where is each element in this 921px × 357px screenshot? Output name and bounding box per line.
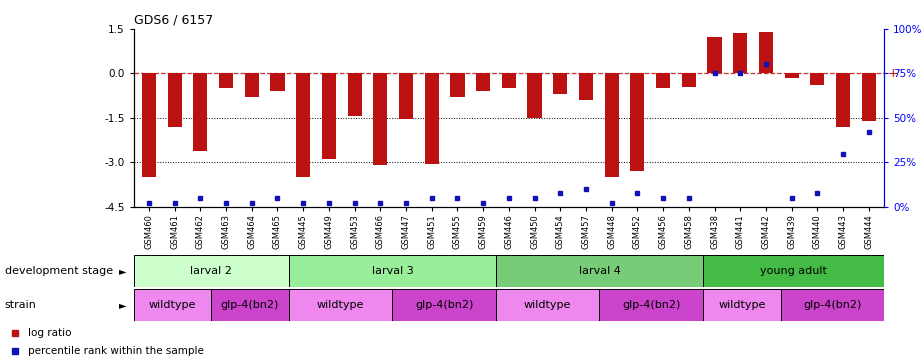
Bar bbox=[289, 255, 495, 287]
Bar bbox=[528, 73, 542, 118]
Text: development stage: development stage bbox=[5, 266, 112, 276]
Bar bbox=[495, 255, 703, 287]
Bar bbox=[373, 73, 388, 165]
Bar bbox=[862, 73, 876, 121]
Bar bbox=[321, 73, 336, 160]
Bar bbox=[271, 73, 285, 91]
Text: young adult: young adult bbox=[760, 266, 827, 276]
Text: glp-4(bn2): glp-4(bn2) bbox=[415, 300, 473, 310]
Text: glp-4(bn2): glp-4(bn2) bbox=[221, 300, 279, 310]
Text: +: + bbox=[888, 67, 899, 80]
Bar bbox=[502, 73, 516, 88]
Bar bbox=[703, 289, 781, 321]
Bar bbox=[168, 73, 181, 127]
Bar bbox=[579, 73, 593, 100]
Bar bbox=[759, 31, 773, 73]
Bar bbox=[836, 73, 850, 127]
Bar bbox=[297, 73, 310, 177]
Bar bbox=[211, 289, 289, 321]
Bar bbox=[554, 73, 567, 94]
Bar bbox=[142, 73, 156, 177]
Bar bbox=[425, 73, 438, 164]
Bar bbox=[600, 289, 703, 321]
Bar bbox=[810, 73, 824, 85]
Text: wildtype: wildtype bbox=[718, 300, 765, 310]
Text: wildtype: wildtype bbox=[317, 300, 365, 310]
Text: ►: ► bbox=[119, 300, 126, 310]
Text: glp-4(bn2): glp-4(bn2) bbox=[803, 300, 861, 310]
Text: strain: strain bbox=[5, 300, 37, 310]
Bar bbox=[450, 73, 464, 97]
Text: glp-4(bn2): glp-4(bn2) bbox=[622, 300, 681, 310]
Bar bbox=[392, 289, 495, 321]
Bar bbox=[781, 289, 884, 321]
Text: larval 2: larval 2 bbox=[191, 266, 232, 276]
Bar bbox=[495, 289, 600, 321]
Bar bbox=[707, 37, 721, 73]
Bar bbox=[134, 289, 211, 321]
Bar bbox=[399, 73, 414, 119]
Text: larval 4: larval 4 bbox=[578, 266, 621, 276]
Bar bbox=[703, 255, 884, 287]
Text: larval 3: larval 3 bbox=[371, 266, 414, 276]
Bar bbox=[347, 73, 362, 116]
Bar bbox=[682, 73, 696, 86]
Text: GDS6 / 6157: GDS6 / 6157 bbox=[134, 13, 213, 26]
Bar bbox=[656, 73, 670, 88]
Bar bbox=[245, 73, 259, 97]
Bar bbox=[733, 33, 747, 73]
Text: wildtype: wildtype bbox=[524, 300, 571, 310]
Bar bbox=[630, 73, 645, 171]
Bar bbox=[785, 73, 799, 77]
Text: percentile rank within the sample: percentile rank within the sample bbox=[28, 346, 204, 356]
Bar bbox=[134, 255, 289, 287]
Text: wildtype: wildtype bbox=[148, 300, 196, 310]
Bar bbox=[476, 73, 490, 91]
Bar bbox=[289, 289, 392, 321]
Bar bbox=[219, 73, 233, 88]
Text: log ratio: log ratio bbox=[28, 328, 71, 338]
Text: ►: ► bbox=[119, 266, 126, 276]
Bar bbox=[604, 73, 619, 177]
Bar bbox=[193, 73, 207, 151]
